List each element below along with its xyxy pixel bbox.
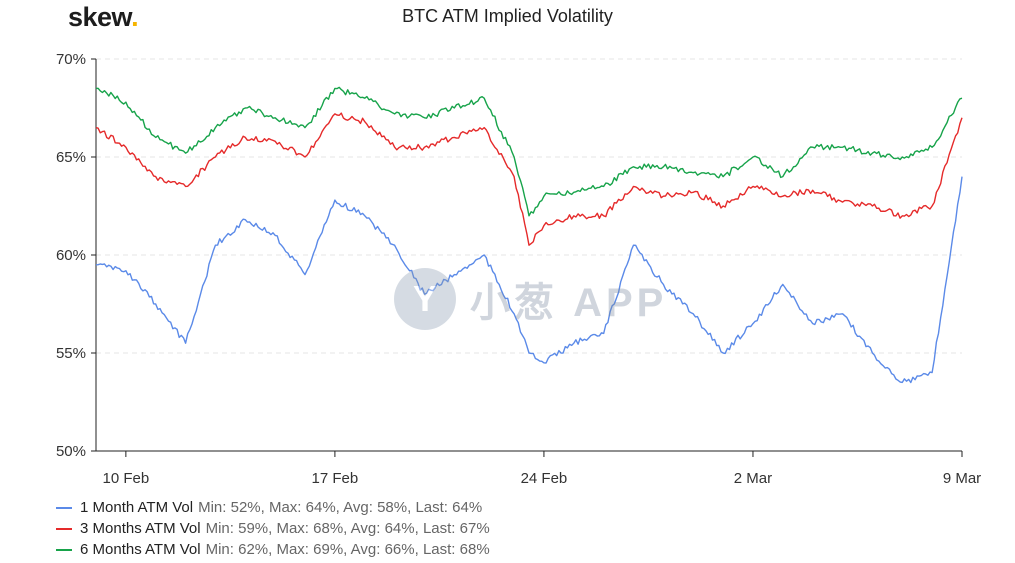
legend-swatch-6m xyxy=(56,548,72,551)
legend-name-3m: 3 Months ATM Vol xyxy=(80,520,201,537)
y-tick-label: 60% xyxy=(56,247,86,264)
skew-logo: skew. xyxy=(68,2,139,32)
legend-stats-3m: Min: 59%, Max: 68%, Avg: 64%, Last: 67% xyxy=(205,520,490,537)
y-tick-label: 65% xyxy=(56,149,86,166)
y-tick-label: 55% xyxy=(56,345,86,362)
watermark-text: 小葱 APP xyxy=(470,281,668,325)
legend-item-1m[interactable]: 1 Month ATM Vol Min: 52%, Max: 64%, Avg:… xyxy=(56,497,490,518)
watermark-logo-icon: Y xyxy=(394,268,456,330)
x-tick-label: 10 Feb xyxy=(103,470,150,487)
legend-swatch-3m xyxy=(56,527,72,530)
x-tick-label: 24 Feb xyxy=(521,470,568,487)
chart-title: BTC ATM Implied Volatility xyxy=(402,6,613,26)
watermark: Y 小葱 APP xyxy=(394,268,667,330)
legend-swatch-1m xyxy=(56,506,72,509)
legend-name-1m: 1 Month ATM Vol xyxy=(80,499,194,516)
x-tick-label: 9 Mar xyxy=(943,470,981,487)
legend-item-3m[interactable]: 3 Months ATM Vol Min: 59%, Max: 68%, Avg… xyxy=(56,518,490,539)
series-line-2 xyxy=(95,112,963,246)
x-tick-label: 2 Mar xyxy=(734,470,772,487)
series-line-3 xyxy=(95,86,963,217)
series-line-1 xyxy=(95,176,963,384)
legend-name-6m: 6 Months ATM Vol xyxy=(80,541,201,558)
y-tick-label: 70% xyxy=(56,51,86,68)
x-tick-label: 17 Feb xyxy=(312,470,359,487)
legend-item-6m[interactable]: 6 Months ATM Vol Min: 62%, Max: 69%, Avg… xyxy=(56,539,490,560)
chart-legend: 1 Month ATM Vol Min: 52%, Max: 64%, Avg:… xyxy=(56,497,490,560)
legend-stats-1m: Min: 52%, Max: 64%, Avg: 58%, Last: 64% xyxy=(198,499,483,516)
y-tick-label: 50% xyxy=(56,443,86,460)
legend-stats-6m: Min: 62%, Max: 69%, Avg: 66%, Last: 68% xyxy=(205,541,490,558)
